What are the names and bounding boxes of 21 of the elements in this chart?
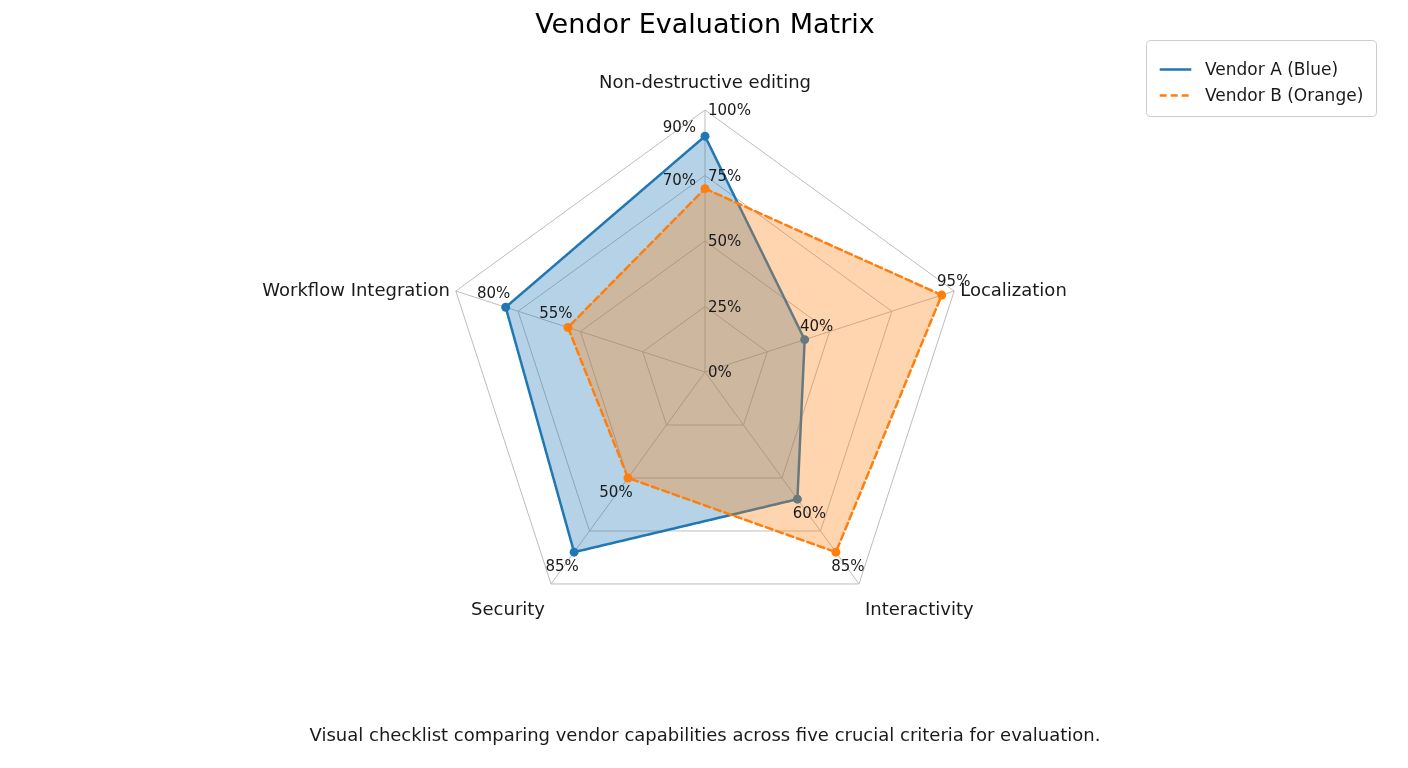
spoke-label: Non-destructive editing — [599, 71, 811, 92]
data-label: 60% — [792, 504, 827, 523]
y-tick-label: 0% — [708, 363, 732, 381]
data-label: 55% — [539, 304, 573, 323]
legend-label: Vendor B (Orange) — [1205, 84, 1364, 105]
legend-label: Vendor A (Blue) — [1205, 58, 1339, 79]
y-tick-label: 25% — [708, 297, 742, 316]
data-label: 80% — [476, 284, 511, 303]
data-label: 85% — [545, 557, 579, 576]
data-label: 50% — [599, 482, 633, 501]
data-label: 85% — [831, 557, 865, 576]
data-label: 90% — [662, 118, 696, 137]
spoke-label: Interactivity — [865, 597, 974, 619]
data-label: 70% — [662, 170, 696, 189]
text: Visual checklist comparing vendor capabilities across five crucial criteria for evaluation. — [309, 724, 1101, 745]
y-tick-label: 50% — [708, 232, 742, 250]
chart-title: Vendor Evaluation Matrix — [535, 8, 875, 39]
data-label: 40% — [800, 316, 834, 335]
spoke-label: Workflow Integration — [262, 279, 450, 301]
spoke-label: Security — [471, 597, 546, 619]
y-tick-label: 100% — [708, 101, 751, 119]
